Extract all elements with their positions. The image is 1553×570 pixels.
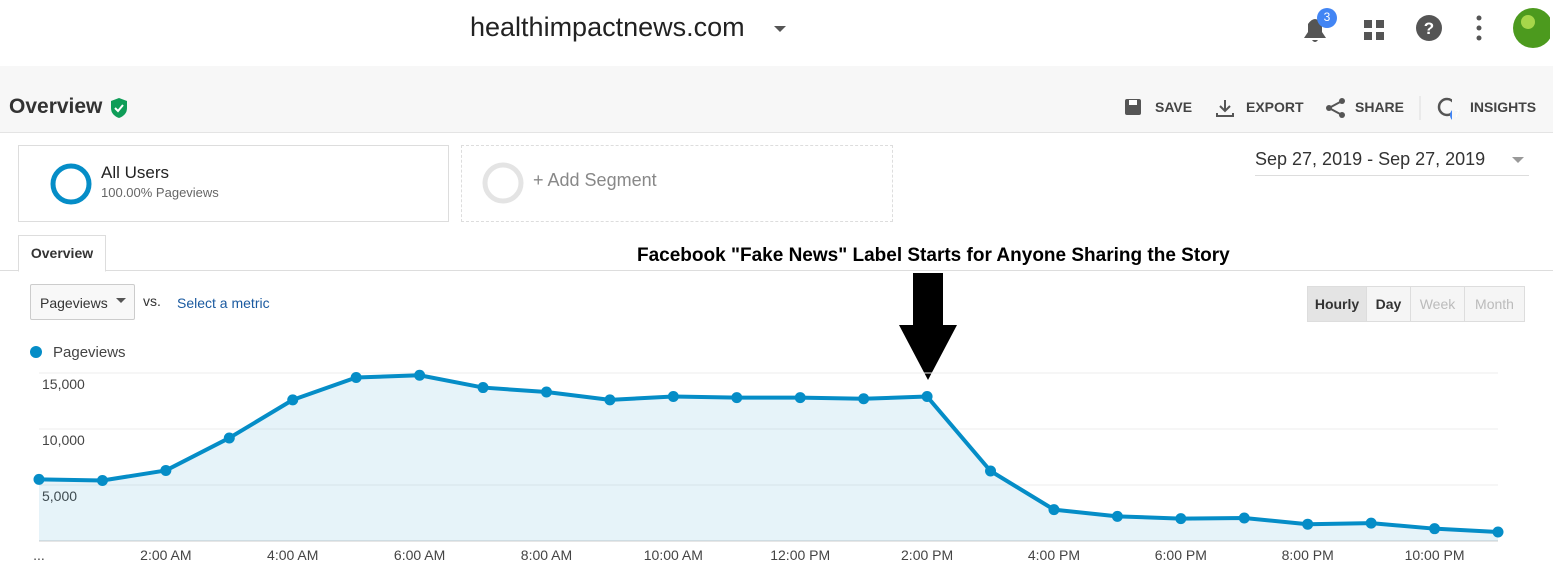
point — [604, 394, 616, 406]
point — [667, 391, 679, 403]
point — [414, 369, 426, 381]
hourly-button[interactable]: Hourly — [1307, 286, 1367, 322]
point — [540, 386, 552, 398]
point — [223, 432, 235, 444]
point — [1238, 512, 1250, 524]
metric-select[interactable]: Pageviews — [30, 284, 135, 320]
y-tick-label: 5,000 — [42, 488, 77, 504]
point — [477, 382, 489, 394]
point — [1429, 523, 1441, 535]
point — [1302, 518, 1314, 530]
badge — [1317, 8, 1337, 28]
header-icons: ? — [1304, 8, 1550, 48]
notification-count: 3 — [1323, 10, 1331, 24]
point — [858, 393, 870, 405]
insights-badge: 7 — [1454, 109, 1460, 120]
save-button[interactable]: SAVE — [1155, 99, 1193, 115]
verified-icon — [111, 98, 127, 118]
legend-label: Pageviews — [53, 344, 126, 361]
metric-caret — [116, 298, 126, 303]
point — [1365, 517, 1377, 529]
x-tick-label: 4:00 AM — [267, 547, 318, 563]
legend-dot — [30, 346, 42, 358]
x-tick-label: 12:00 PM — [770, 547, 830, 563]
select-metric-link[interactable]: Select a metric — [177, 295, 270, 311]
day-button[interactable]: Day — [1366, 286, 1411, 322]
toolbar-bg — [0, 66, 1553, 133]
site-caret[interactable] — [772, 24, 788, 34]
segment-name: All Users — [101, 163, 170, 182]
area-fill — [39, 375, 1498, 541]
month-button[interactable]: Month — [1464, 286, 1525, 322]
x-tick-label: 8:00 PM — [1282, 547, 1334, 563]
point — [731, 392, 743, 404]
add-segment[interactable]: + Add Segment — [533, 170, 657, 190]
add-segment-ring — [482, 162, 524, 204]
x-tick-label: ... — [33, 547, 45, 563]
segment-detail: 100.00% Pageviews — [101, 185, 219, 200]
segment-card[interactable] — [18, 145, 449, 222]
date-caret[interactable] — [1510, 155, 1526, 165]
date-range[interactable]: Sep 27, 2019 - Sep 27, 2019 — [1255, 149, 1529, 176]
point — [1111, 510, 1123, 522]
insights-button[interactable]: INSIGHTS — [1470, 99, 1537, 115]
x-tick-label: 2:00 AM — [140, 547, 191, 563]
point — [1048, 504, 1060, 516]
export-button[interactable]: EXPORT — [1246, 99, 1304, 115]
y-tick-label: 10,000 — [42, 432, 85, 448]
annotation-arrow — [899, 273, 957, 380]
point — [1492, 526, 1504, 538]
point — [921, 391, 933, 403]
segment-ring — [50, 163, 92, 205]
x-tick-label: 8:00 AM — [521, 547, 572, 563]
y-tick-label: 15,000 — [42, 376, 85, 392]
page-title: Overview — [9, 95, 103, 118]
week-button[interactable]: Week — [1410, 286, 1465, 322]
x-tick-label: 6:00 AM — [394, 547, 445, 563]
annotation: Facebook "Fake News" Label Starts for An… — [637, 245, 1230, 266]
point — [287, 394, 299, 406]
share-button[interactable]: SHARE — [1355, 99, 1405, 115]
site-name[interactable]: healthimpactnews.com — [470, 12, 745, 42]
x-tick-label: 4:00 PM — [1028, 547, 1080, 563]
action-icons — [1125, 96, 1452, 120]
add-segment-card[interactable] — [461, 145, 893, 222]
x-tick-label: 6:00 PM — [1155, 547, 1207, 563]
point — [1175, 513, 1187, 525]
point — [96, 475, 108, 487]
vs-label: vs. — [143, 293, 161, 309]
help-icon[interactable] — [1416, 15, 1442, 41]
point — [794, 392, 806, 404]
point — [985, 465, 997, 477]
line — [38, 373, 1499, 535]
point — [33, 473, 45, 485]
tab-rule — [0, 270, 1553, 271]
x-tick-label: 10:00 PM — [1405, 547, 1465, 563]
x-tick-label: 10:00 AM — [644, 547, 703, 563]
overview-tab[interactable]: Overview — [18, 235, 106, 272]
svg-text:?: ? — [1424, 19, 1434, 38]
x-tick-label: 2:00 PM — [901, 547, 953, 563]
point — [350, 371, 362, 383]
point — [160, 464, 172, 476]
